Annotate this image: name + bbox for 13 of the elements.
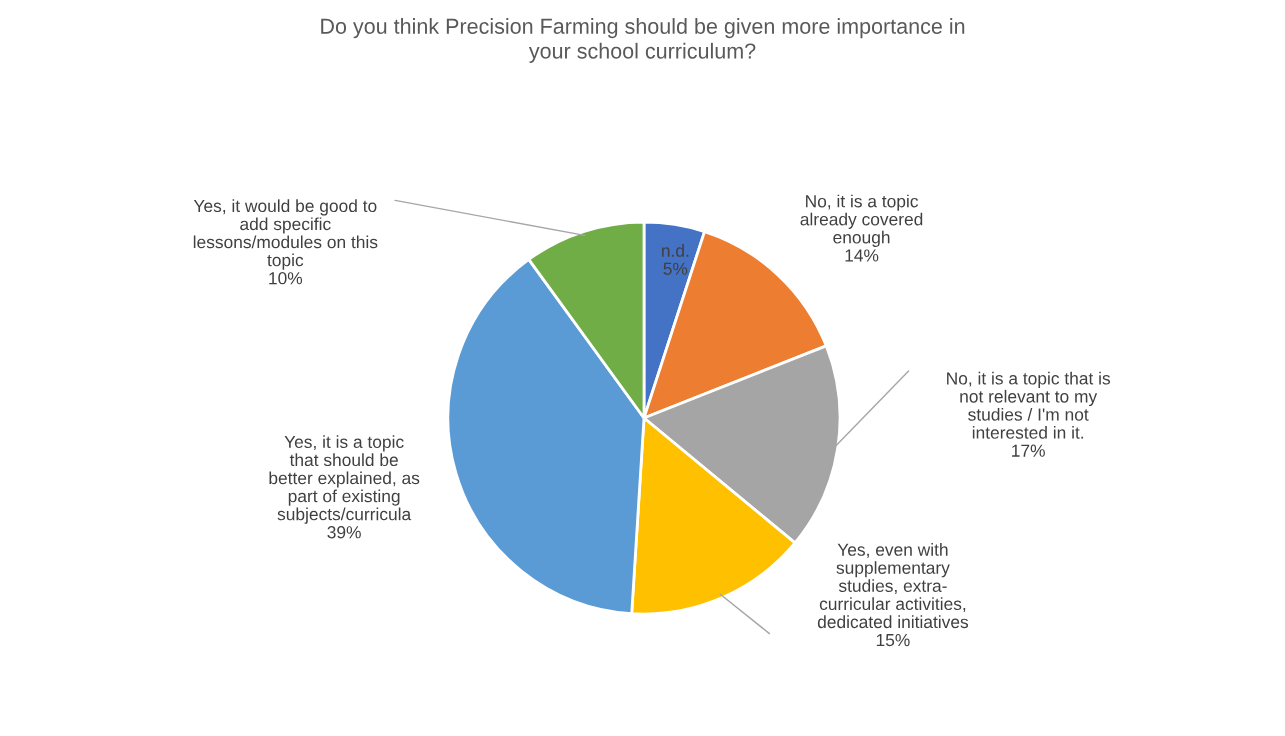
slice-label: Yes, it is a topic that should be better explained, as part of existing subjects/curricula xyxy=(269,435,420,524)
slice-label: No, it is a topic already covered enough xyxy=(800,194,923,247)
slice-label: Yes, even with supplementary studies, extra- curricular activities, dedicated initiatives xyxy=(817,543,969,629)
slice-label: Yes, it would be good to add specific lessons/modules on this topic xyxy=(193,199,378,270)
data-label: 39% xyxy=(327,526,361,539)
data-label: 14% xyxy=(845,249,879,262)
data-label: 17% xyxy=(1012,444,1045,457)
data-label: 5% xyxy=(663,262,688,275)
data-label: 10% xyxy=(269,272,303,285)
data-label: 15% xyxy=(876,633,910,647)
slice-label: No, it is a topic that is not relevant to my studies / I'm not interested in it. xyxy=(947,371,1111,439)
chart-title: Do you think Precision Farming should be given more importance in your school curriculum? xyxy=(321,18,965,63)
slice-label: n.d. xyxy=(662,244,689,257)
